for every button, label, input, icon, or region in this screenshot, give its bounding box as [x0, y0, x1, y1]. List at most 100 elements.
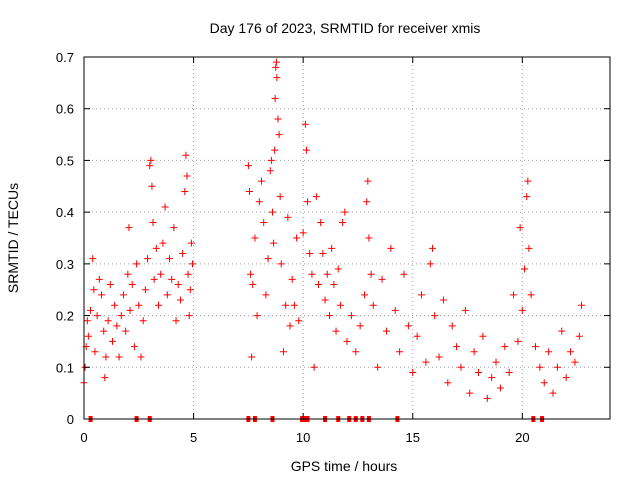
data-point	[404, 322, 412, 330]
data-point	[461, 306, 469, 314]
data-point	[339, 218, 347, 226]
data-point	[247, 270, 255, 278]
x-tick-label: 10	[296, 430, 310, 445]
data-point	[172, 317, 180, 325]
data-point	[470, 348, 478, 356]
y-tick-label: 0.7	[56, 50, 74, 65]
data-point	[163, 291, 171, 299]
data-point	[321, 296, 329, 304]
data-point	[258, 177, 266, 185]
data-point	[531, 343, 539, 351]
data-point	[115, 353, 123, 361]
data-point	[315, 281, 323, 289]
data-point	[558, 327, 566, 335]
data-point	[521, 265, 529, 273]
data-point	[249, 281, 257, 289]
data-point	[255, 198, 263, 206]
y-tick-label: 0.3	[56, 257, 74, 272]
data-point	[271, 146, 279, 154]
data-point	[165, 255, 173, 263]
data-point	[125, 224, 133, 232]
ticks: 0 0.1 0.2 0.3 0.4 0.5 0.6 0.7 0 5 10 15 20	[56, 50, 610, 445]
data-point	[288, 275, 296, 283]
data-point	[187, 239, 195, 247]
data-point	[523, 193, 531, 201]
data-point	[518, 306, 526, 314]
data-point	[304, 198, 312, 206]
data-point	[516, 224, 524, 232]
data-point	[170, 224, 178, 232]
data-point	[290, 301, 298, 309]
data-point	[319, 250, 327, 258]
data-point	[325, 312, 333, 320]
data-point	[571, 358, 579, 366]
y-tick-label: 0.5	[56, 153, 74, 168]
y-tick-label: 0	[67, 412, 74, 427]
data-point	[323, 270, 331, 278]
data-point	[483, 394, 491, 402]
data-point	[182, 151, 190, 159]
data-point	[514, 337, 522, 345]
data-point	[135, 301, 143, 309]
data-point	[106, 281, 114, 289]
y-tick-label: 0.6	[56, 102, 74, 117]
data-point	[343, 337, 351, 345]
x-tick-label: 0	[80, 430, 87, 445]
data-point	[83, 317, 91, 325]
data-point	[293, 234, 301, 242]
data-point	[279, 348, 287, 356]
data-point	[536, 363, 544, 371]
data-point	[101, 374, 109, 382]
data-point	[248, 353, 256, 361]
data-point	[98, 291, 106, 299]
data-point	[262, 291, 270, 299]
data-point	[104, 317, 112, 325]
data-point	[367, 270, 375, 278]
data-point	[330, 281, 338, 289]
data-point	[295, 317, 303, 325]
data-point	[270, 239, 278, 247]
data-point	[87, 306, 95, 314]
data-point	[475, 368, 482, 376]
data-point	[260, 218, 268, 226]
x-tick-label: 5	[190, 430, 197, 445]
data-point	[361, 291, 369, 299]
data-point	[144, 255, 152, 263]
data-point	[387, 244, 395, 252]
data-point	[527, 291, 535, 299]
data-point	[157, 270, 165, 278]
data-point	[391, 306, 399, 314]
data-point	[374, 363, 382, 371]
data-point	[334, 265, 342, 273]
data-point	[578, 301, 586, 309]
data-point	[549, 389, 557, 397]
data-point	[111, 301, 119, 309]
data-point	[128, 281, 136, 289]
data-point	[306, 250, 314, 258]
x-tick-label: 20	[515, 430, 529, 445]
data-point	[439, 296, 447, 304]
data-point	[540, 379, 548, 387]
data-point	[453, 343, 461, 351]
data-point	[501, 343, 509, 351]
data-point	[100, 327, 108, 335]
data-point	[312, 193, 320, 201]
data-point	[275, 131, 283, 139]
y-tick-label: 0.4	[56, 205, 74, 220]
data-point	[152, 244, 160, 252]
data-point	[149, 218, 157, 226]
data-point	[369, 301, 377, 309]
data-point	[496, 384, 504, 392]
data-point	[301, 120, 309, 128]
data-point	[174, 281, 182, 289]
data-point	[347, 312, 355, 320]
data-point	[122, 327, 130, 335]
data-point	[553, 363, 561, 371]
data-point	[126, 306, 134, 314]
data-point	[299, 229, 307, 237]
data-point	[575, 332, 583, 340]
data-point	[284, 213, 292, 221]
y-tick-label: 0.2	[56, 309, 74, 324]
x-tick-label: 15	[406, 430, 420, 445]
